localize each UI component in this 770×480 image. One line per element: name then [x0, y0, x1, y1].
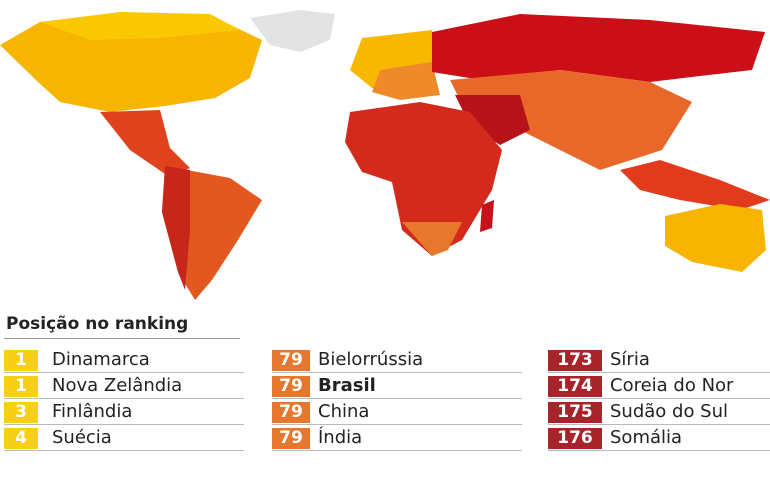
country-name: Somália — [610, 427, 683, 448]
legend-row: 1 Dinamarca — [4, 348, 244, 373]
madagascar — [480, 200, 494, 232]
rank-badge: 79 — [272, 402, 310, 423]
australia — [665, 204, 766, 272]
rank-badge: 1 — [4, 350, 38, 371]
legend-title: Posição no ranking — [6, 314, 189, 334]
legend-row: 175 Sudão do Sul — [548, 400, 770, 425]
legend-column: 79 Bielorrússia 79 Brasil 79 China 79 Índia — [272, 348, 522, 452]
title-rule — [4, 338, 240, 339]
country-name: Sudão do Sul — [610, 401, 729, 422]
south-america-west — [162, 166, 190, 290]
alaska-canada-north — [40, 12, 240, 40]
legend-row: 79 China — [272, 400, 522, 425]
southeast-asia — [620, 160, 770, 210]
rank-badge: 1 — [4, 376, 38, 397]
rank-badge: 79 — [272, 350, 310, 371]
central-america — [100, 110, 190, 176]
country-name: Índia — [318, 427, 363, 448]
rank-badge: 174 — [548, 376, 602, 397]
legend-row: 4 Suécia — [4, 426, 244, 451]
legend-row: 174 Coreia do Nor — [548, 374, 770, 399]
country-name: Dinamarca — [52, 349, 150, 370]
rank-badge: 3 — [4, 402, 38, 423]
europe-south-east — [372, 62, 440, 100]
country-name: Bielorrússia — [318, 349, 424, 370]
russia — [432, 14, 765, 82]
legend-row: 176 Somália — [548, 426, 770, 451]
legend-column: 173 Síria 174 Coreia do Nor 175 Sudão do Sul 1… — [548, 348, 770, 452]
legend-row: 79 Índia — [272, 426, 522, 451]
rank-badge: 175 — [548, 402, 602, 423]
legend-row: 1 Nova Zelândia — [4, 374, 244, 399]
africa — [345, 102, 502, 256]
rank-badge: 4 — [4, 428, 38, 449]
legend-row: 3 Finlândia — [4, 400, 244, 425]
country-name: Suécia — [52, 427, 112, 448]
legend-row: 173 Síria — [548, 348, 770, 373]
africa-south — [402, 222, 462, 256]
legend-column: 1 Dinamarca 1 Nova Zelândia 3 Finlândia 4 Suéci… — [4, 348, 244, 452]
north-america — [0, 16, 262, 112]
rank-badge: 79 — [272, 428, 310, 449]
world-map — [0, 10, 770, 300]
country-name: Síria — [610, 349, 650, 370]
rank-badge: 79 — [272, 376, 310, 397]
rank-badge: 176 — [548, 428, 602, 449]
legend-row: 79 Bielorrússia — [272, 348, 522, 373]
country-name: China — [318, 401, 370, 422]
country-name: Nova Zelândia — [52, 375, 183, 396]
rank-badge: 173 — [548, 350, 602, 371]
country-name: Coreia do Nor — [610, 375, 734, 396]
country-name: Finlândia — [52, 401, 133, 422]
middle-east — [455, 95, 530, 145]
country-name: Brasil — [318, 375, 376, 396]
greenland — [250, 10, 335, 52]
legend-row: 79 Brasil — [272, 374, 522, 399]
